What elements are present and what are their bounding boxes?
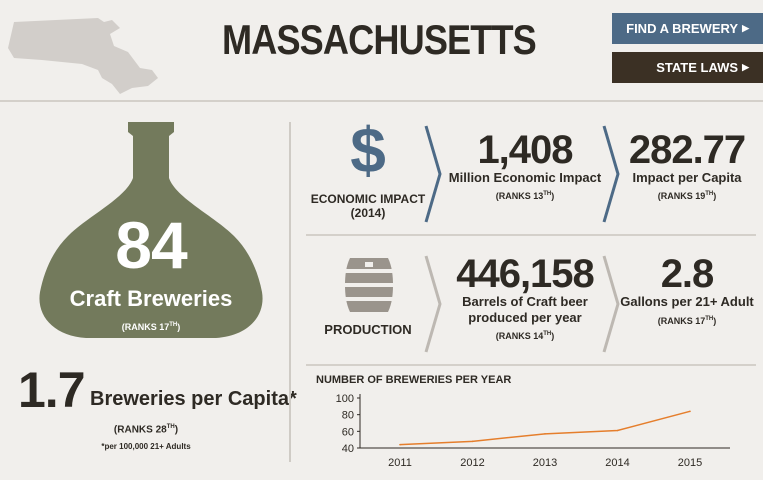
x-tick-label: 2012 [460, 457, 484, 469]
x-tick-label: 2014 [605, 457, 629, 469]
y-tick-label: 40 [342, 443, 354, 455]
economic-impact-title: ECONOMIC IMPACT (2014) [310, 192, 426, 220]
barrel-icon [344, 258, 394, 312]
chevron-right-icon [424, 255, 442, 353]
header-divider [0, 100, 763, 102]
column-divider [289, 122, 291, 462]
x-tick-label: 2011 [388, 457, 412, 469]
chevron-right-icon [602, 125, 620, 223]
economic-impact-label: Million Economic Impact [448, 170, 602, 185]
data-point [471, 440, 474, 443]
brewery-rank: (RANKS 17TH) [121, 322, 181, 332]
chart-title: NUMBER OF BREWERIES PER YEAR [316, 374, 512, 386]
beer-bottle-icon [39, 122, 263, 338]
data-point [616, 429, 619, 432]
chevron-right-icon [424, 125, 442, 223]
data-point [689, 410, 691, 413]
per-capita-value: 1.7 [18, 362, 86, 418]
dollar-icon: $ [350, 114, 386, 186]
y-tick-label: 100 [336, 393, 354, 405]
breweries-per-year-chart: 100 80 60 40 2011 2012 2013 2014 2015 [336, 393, 730, 469]
data-point [544, 433, 546, 435]
impact-per-capita-label: Impact per Capita [632, 170, 742, 185]
arrow-right-icon: ▶ [742, 62, 749, 72]
row-divider [306, 234, 756, 236]
y-tick-label: 60 [342, 426, 354, 438]
data-point [399, 443, 401, 446]
economic-impact-rank: (RANKS 13TH) [495, 191, 555, 201]
impact-per-capita-rank: (RANKS 19TH) [657, 191, 717, 201]
state-laws-button[interactable]: STATE LAWS ▶ [612, 52, 763, 83]
gallons-rank: (RANKS 17TH) [657, 316, 717, 326]
economic-impact-value: 1,408 [477, 128, 573, 172]
gallons-label: Gallons per 21+ Adult [620, 294, 754, 309]
chevron-right-icon [602, 255, 620, 353]
per-capita-rank: (RANKS 28TH) [113, 424, 179, 436]
x-tick-label: 2013 [533, 457, 557, 469]
state-map-icon [8, 18, 158, 94]
barrels-label: Barrels of Craft beer produced per year [462, 294, 588, 325]
row-divider [306, 364, 756, 366]
barrels-rank: (RANKS 14TH) [495, 331, 555, 341]
gallons-value: 2.8 [660, 252, 715, 296]
find-brewery-label: FIND A BREWERY [626, 21, 739, 36]
page-title: MASSACHUSETTS [222, 16, 537, 63]
state-laws-label: STATE LAWS [656, 60, 739, 75]
brewery-count-label: Craft Breweries [69, 286, 233, 311]
arrow-right-icon: ▶ [742, 23, 749, 33]
x-tick-label: 2015 [678, 457, 702, 469]
brewery-count: 84 [115, 208, 187, 282]
per-capita-footnote: *per 100,000 21+ Adults [101, 442, 191, 451]
impact-per-capita-value: 282.77 [628, 128, 746, 172]
production-title: PRODUCTION [324, 322, 412, 337]
breweries-series-line [399, 410, 691, 446]
y-tick-label: 80 [342, 410, 354, 422]
per-capita-label: Breweries per Capita* [90, 388, 297, 410]
find-brewery-button[interactable]: FIND A BREWERY ▶ [612, 13, 763, 44]
barrels-value: 446,158 [456, 252, 595, 296]
